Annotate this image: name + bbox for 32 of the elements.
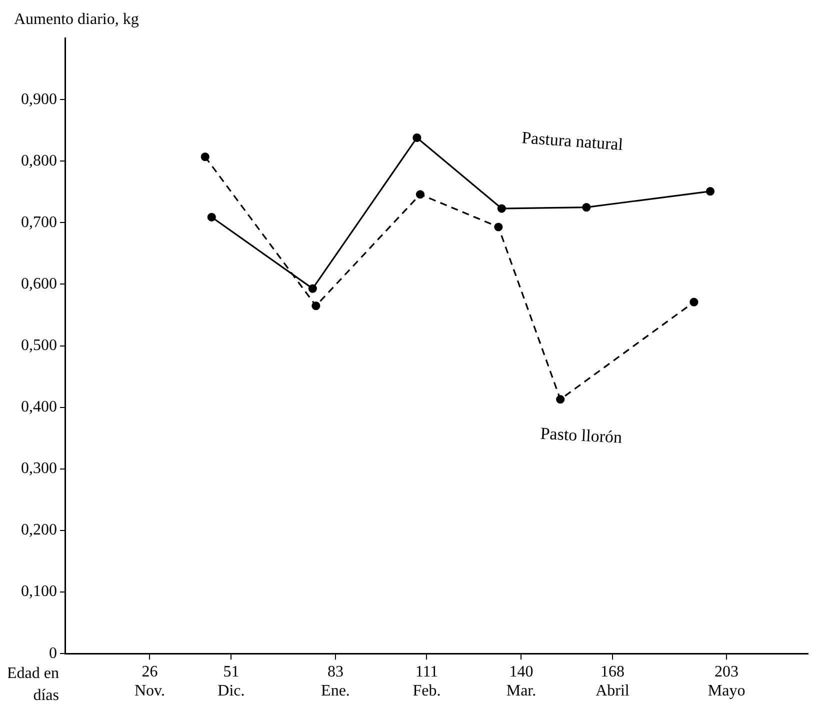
point	[312, 301, 320, 310]
y-tick-label: 0,600	[21, 275, 57, 292]
point	[556, 395, 565, 404]
point	[207, 212, 216, 222]
x-tick-label: 83 Ene.	[321, 663, 350, 700]
x-tick-label: 51 Dic.	[218, 663, 245, 700]
point	[497, 204, 506, 213]
point	[412, 133, 422, 142]
y-tick-label: 0,200	[21, 522, 57, 539]
y-axis-title: Aumento diario, kg	[14, 11, 139, 28]
x-tick-label: 111 Feb.	[412, 663, 441, 700]
y-tick-label: 0,400	[21, 398, 57, 416]
x-tick-label: 203 Mayo	[708, 663, 746, 700]
y-tick-label: 0,800	[21, 152, 57, 170]
point	[200, 152, 210, 162]
x-tick-label: 168 Abril	[596, 663, 630, 700]
text: Pastura natural	[521, 128, 624, 154]
point	[416, 190, 425, 199]
point	[690, 298, 698, 306]
y-tick-label: 0,300	[21, 460, 57, 478]
y-tick-label: 0,500	[21, 337, 57, 354]
point	[308, 284, 317, 293]
y-tick-label: 0	[49, 644, 57, 662]
series-label: Pasto llorón	[540, 424, 623, 447]
y-tick-label: 0,900	[21, 90, 57, 108]
point	[582, 202, 591, 212]
point	[494, 222, 503, 232]
point	[706, 186, 715, 196]
y-tick-label: 0,700	[21, 214, 57, 231]
y-tick-label: 0,100	[21, 583, 57, 600]
x-tick-label: 140 Mar.	[506, 663, 536, 700]
x-tick-label: 26 Nov.	[134, 663, 165, 700]
